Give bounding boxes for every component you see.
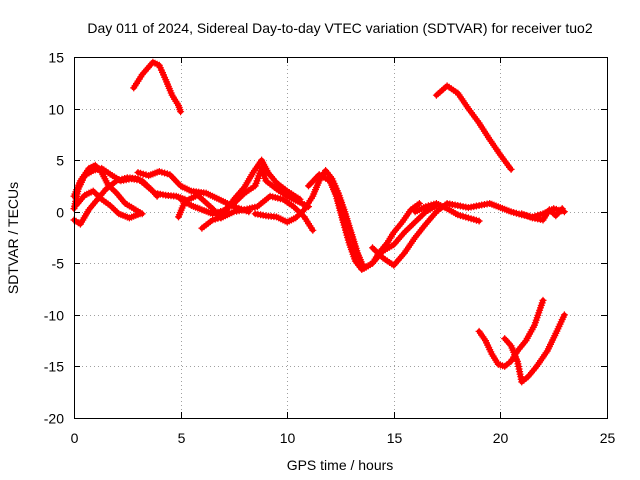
series-markers bbox=[432, 82, 515, 173]
y-tick-label: -5 bbox=[52, 256, 65, 272]
series-arc-i bbox=[198, 192, 317, 234]
series-markers bbox=[130, 58, 185, 116]
series-arc-l bbox=[369, 200, 568, 269]
y-tick-label: -10 bbox=[44, 308, 64, 324]
series-arc-k bbox=[305, 171, 440, 273]
x-tick-label: 25 bbox=[600, 430, 616, 446]
x-tick-label: 15 bbox=[387, 430, 403, 446]
axis-ticks: 0 5 10 15 20 25 -20 -15 -10 -5 0 5 10 15 bbox=[44, 50, 616, 447]
series-markers bbox=[72, 187, 144, 222]
y-tick-label: 15 bbox=[48, 50, 64, 66]
plot-frame bbox=[74, 57, 608, 419]
chart-title: Day 011 of 2024, Sidereal Day-to-day VTE… bbox=[87, 20, 592, 36]
series-markers bbox=[305, 171, 440, 273]
x-axis-title: GPS time / hours bbox=[287, 457, 394, 473]
series-arc-o bbox=[475, 296, 547, 370]
series-markers bbox=[475, 296, 547, 370]
x-tick-label: 0 bbox=[71, 430, 79, 446]
series-markers bbox=[411, 200, 483, 225]
x-tick-label: 20 bbox=[493, 430, 509, 446]
series-line bbox=[131, 59, 184, 115]
series-markers bbox=[134, 168, 253, 216]
x-tick-label: 10 bbox=[280, 430, 296, 446]
y-tick-label: 0 bbox=[56, 205, 64, 221]
series-markers bbox=[198, 192, 317, 234]
series-arc-p bbox=[501, 311, 568, 386]
y-tick-label: -20 bbox=[44, 411, 64, 427]
y-tick-label: 5 bbox=[56, 153, 64, 169]
series-arc-h bbox=[175, 156, 304, 222]
series-arc-n bbox=[432, 82, 515, 173]
series-arc-c bbox=[70, 174, 189, 228]
series-arc-d bbox=[72, 187, 144, 222]
series-arc-m bbox=[411, 200, 483, 225]
y-axis-title: SDTVAR / TECUs bbox=[5, 182, 21, 294]
y-tick-label: 10 bbox=[48, 102, 64, 118]
series-markers bbox=[501, 311, 568, 386]
y-tick-label: -15 bbox=[44, 359, 64, 375]
data-series bbox=[70, 58, 568, 386]
series-markers bbox=[369, 200, 568, 269]
x-tick-label: 5 bbox=[178, 430, 186, 446]
series-arc-q bbox=[518, 205, 566, 224]
series-markers bbox=[518, 205, 566, 224]
series-arc-e bbox=[130, 58, 185, 116]
gridlines bbox=[74, 57, 607, 418]
